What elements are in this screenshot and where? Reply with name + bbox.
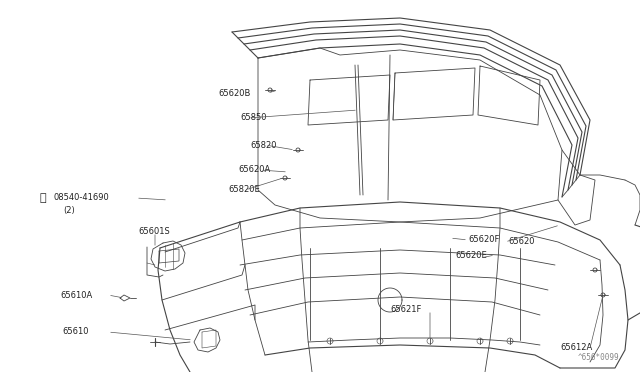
Text: Ⓢ: Ⓢ [40, 193, 46, 203]
Text: 08540-41690: 08540-41690 [54, 193, 109, 202]
Text: 65621F: 65621F [390, 305, 421, 314]
Text: 65820: 65820 [250, 141, 276, 150]
Text: 65620: 65620 [508, 237, 534, 247]
Text: 65620A: 65620A [238, 166, 270, 174]
Text: 65620B: 65620B [218, 89, 250, 97]
Text: 65620F: 65620F [468, 235, 499, 244]
Text: 65610A: 65610A [60, 291, 92, 299]
Text: ^656*0099: ^656*0099 [578, 353, 620, 362]
Text: 65850: 65850 [240, 113, 266, 122]
Text: 65601S: 65601S [138, 228, 170, 237]
Text: 65612A: 65612A [560, 343, 592, 353]
Text: (2): (2) [63, 205, 75, 215]
Text: 65610: 65610 [62, 327, 88, 337]
Text: 65820E: 65820E [228, 186, 260, 195]
Text: 65620E: 65620E [455, 250, 487, 260]
